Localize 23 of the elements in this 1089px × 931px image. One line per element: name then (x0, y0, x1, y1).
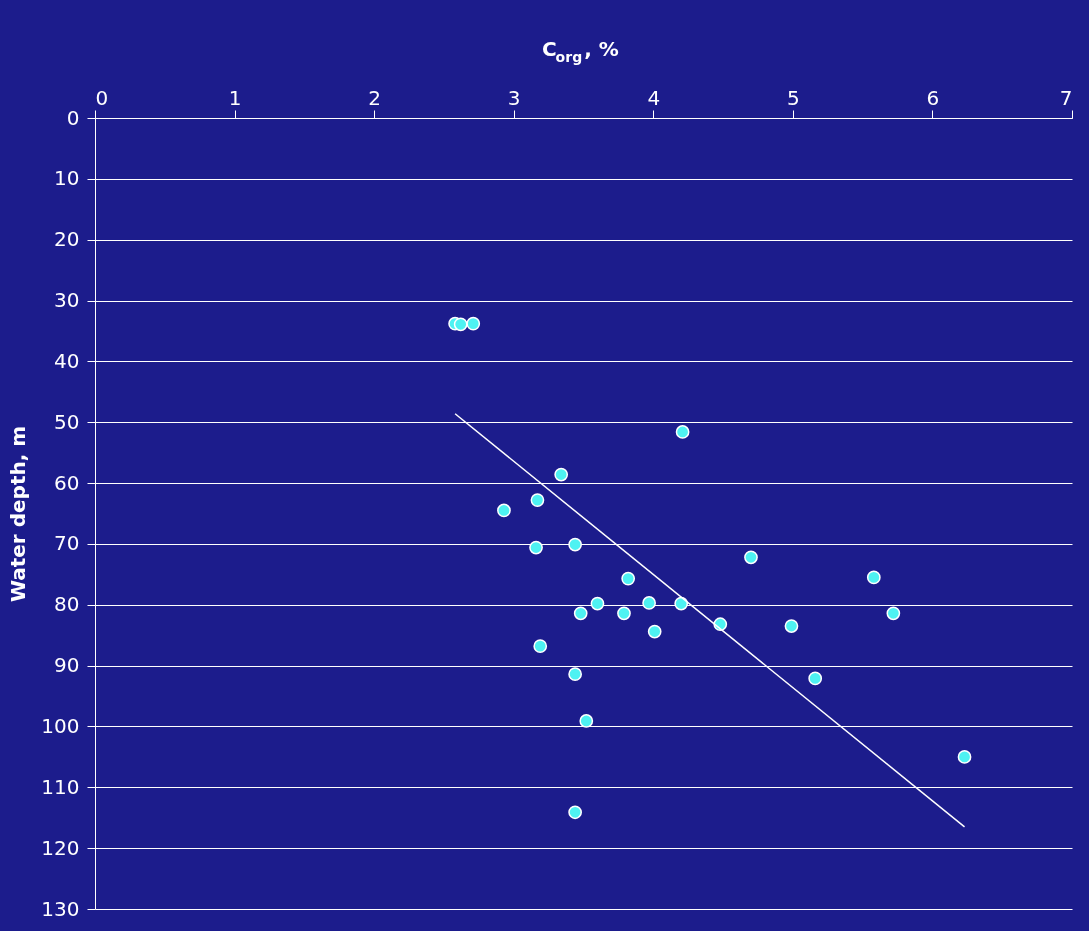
y-tick-label: 80 (54, 592, 80, 617)
x-tick-label: 1 (228, 85, 242, 110)
x-tick-label: 7 (1059, 85, 1073, 110)
x-tick-label: 3 (507, 85, 521, 110)
y-tick-label: 120 (41, 835, 80, 860)
x-tick-label: 4 (647, 85, 661, 110)
y-tick-label: 90 (54, 653, 80, 678)
y-tick-label: 100 (41, 713, 80, 738)
y-tick-label: 30 (54, 288, 80, 313)
y-tick-label: 70 (54, 531, 80, 556)
y-tick-label: 130 (41, 896, 80, 921)
y-tick-label: 0 (66, 105, 80, 130)
y-tick-label: 50 (54, 409, 80, 434)
y-tick-label: 110 (41, 774, 80, 799)
y-tick-label: 10 (54, 166, 80, 191)
x-tick-label: 5 (786, 85, 800, 110)
y-tick-label: 20 (54, 227, 80, 252)
y-axis-title: Water depth, m (6, 425, 31, 603)
x-tick-label: 2 (368, 85, 382, 110)
x-tick-label: 0 (95, 85, 109, 110)
x-tick-label: 6 (926, 85, 940, 110)
y-tick-label: 40 (54, 348, 80, 373)
y-tick-label: 60 (54, 470, 80, 495)
